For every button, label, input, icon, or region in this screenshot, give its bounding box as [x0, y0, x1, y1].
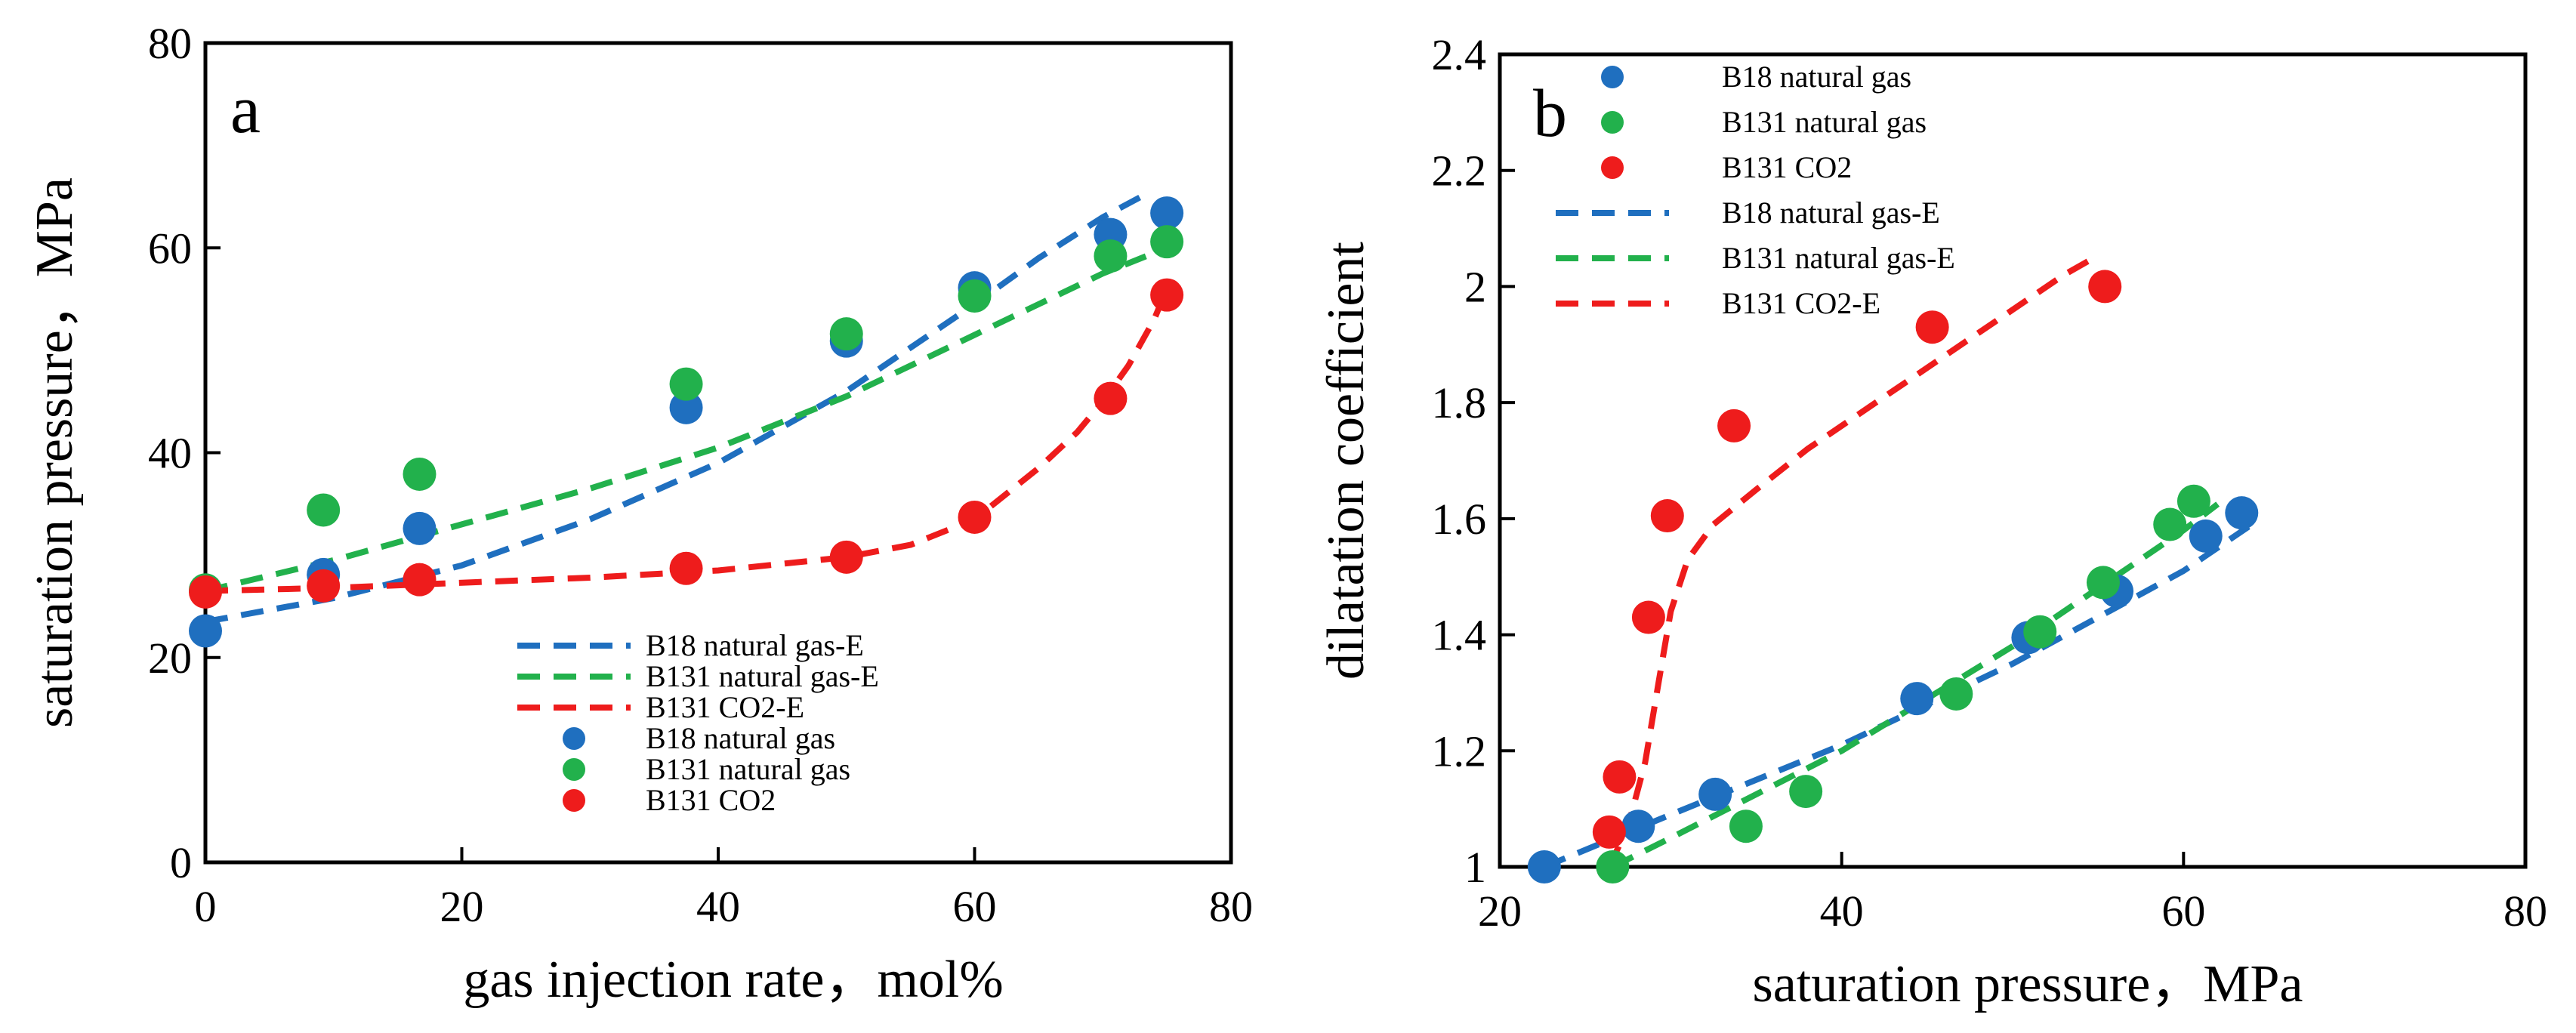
legend-swatch-marker: [1601, 156, 1624, 179]
legend-label: B131 natural gas: [1722, 105, 1927, 139]
data-point: [1621, 809, 1655, 843]
y-tick-label: 2.2: [1432, 146, 1487, 196]
data-point: [1729, 809, 1763, 843]
x-tick-label: 60: [2161, 887, 2205, 936]
legend-label: B131 natural gas: [646, 752, 850, 786]
data-point: [307, 493, 341, 527]
data-point: [2023, 615, 2057, 649]
series-line-4: [1611, 501, 2220, 870]
data-point: [2086, 566, 2120, 600]
data-point: [669, 551, 703, 585]
data-point: [1939, 677, 1973, 711]
legend-label: B131 CO2: [1722, 150, 1852, 184]
y-tick-label: 0: [170, 838, 192, 887]
y-tick-label: 20: [148, 634, 192, 683]
x-tick-label: 20: [1478, 887, 1522, 936]
data-point: [1915, 310, 1949, 344]
data-point: [1150, 278, 1184, 312]
data-point: [829, 317, 863, 351]
data-point: [1150, 196, 1184, 230]
legend-label: B131 CO2-E: [1722, 286, 1880, 320]
data-point: [1592, 815, 1626, 849]
data-point: [2225, 496, 2259, 530]
y-tick-label: 1: [1464, 843, 1486, 892]
legend-swatch-marker: [563, 789, 585, 812]
data-point: [958, 279, 992, 313]
legend-label: B131 CO2: [646, 783, 776, 817]
series-line-0: [205, 193, 1143, 625]
legend-label: B18 natural gas: [1722, 60, 1911, 94]
data-point: [958, 500, 992, 534]
series-line-2: [205, 287, 1170, 594]
data-point: [1527, 850, 1561, 883]
panel-a: 0 20 40 60 80 0 20 40 60 80 gas injection rate，mol…: [26, 19, 1253, 1009]
data-point: [829, 540, 863, 574]
data-point: [403, 563, 437, 597]
legend-label: B131 natural gas-E: [1722, 241, 1955, 275]
plot-frame: [1498, 52, 2528, 869]
data-point: [669, 367, 703, 401]
series-line-5: [1606, 257, 2091, 868]
data-point: [189, 614, 222, 648]
panel-letter: a: [230, 72, 261, 147]
data-point: [1603, 760, 1637, 794]
legend-swatch-marker: [1601, 111, 1624, 134]
y-tick-label: 1.4: [1432, 611, 1487, 660]
x-tick-label: 40: [1820, 887, 1864, 936]
data-point: [1698, 777, 1732, 811]
data-point: [307, 569, 341, 603]
data-point: [669, 390, 703, 424]
y-tick-label: 40: [148, 429, 192, 478]
data-point: [1596, 850, 1630, 883]
y-axis-label: saturation pressure，MPa: [26, 177, 84, 728]
x-tick-label: 40: [696, 882, 740, 931]
data-point: [1900, 682, 1934, 716]
data-point: [2088, 270, 2122, 304]
data-point: [1094, 239, 1128, 273]
x-tick-label: 60: [953, 882, 997, 931]
x-tick-label: 0: [195, 882, 217, 931]
y-tick-label: 1.6: [1432, 495, 1487, 544]
x-tick-label: 80: [2504, 887, 2547, 936]
data-point: [1094, 381, 1128, 415]
legend-label: B131 natural gas-E: [646, 659, 879, 693]
y-tick-label: 60: [148, 224, 192, 273]
x-axis-label: gas injection rate，mol%: [463, 951, 1003, 1009]
series-line-1: [205, 250, 1155, 594]
legend-label: B18 natural gas: [646, 721, 835, 755]
x-tick-label: 80: [1209, 882, 1253, 931]
y-tick-label: 80: [148, 19, 192, 68]
x-tick-label: 20: [440, 882, 484, 931]
data-point: [1150, 225, 1184, 259]
y-tick-label: 2.4: [1432, 30, 1487, 79]
panel-b: 20 40 60 80 1 1.2 1.4 1.6 1.8 2 2.2 2.4 saturation p…: [1317, 30, 2547, 1013]
panel-letter: b: [1533, 76, 1567, 151]
data-point: [403, 457, 437, 491]
data-point: [2176, 484, 2210, 518]
legend-swatch-marker: [563, 758, 585, 781]
y-axis-label: dilatation coefficient: [1317, 242, 1375, 680]
data-point: [1717, 409, 1751, 442]
y-tick-label: 2: [1464, 262, 1486, 311]
data-point: [189, 575, 222, 609]
data-point: [1789, 775, 1823, 809]
legend-swatch-marker: [1601, 66, 1624, 88]
y-tick-label: 1.2: [1432, 726, 1487, 776]
data-point: [2189, 519, 2223, 553]
legend-swatch-marker: [563, 727, 585, 750]
data-point: [403, 511, 437, 545]
x-axis-label: saturation pressure，MPa: [1752, 955, 2303, 1013]
data-point: [1631, 600, 1665, 634]
legend-label: B18 natural gas-E: [646, 628, 864, 662]
data-point: [2153, 507, 2187, 541]
y-tick-label: 1.8: [1432, 378, 1487, 427]
legend-label: B18 natural gas-E: [1722, 196, 1940, 230]
data-point: [1650, 499, 1684, 533]
legend-label: B131 CO2-E: [646, 690, 804, 724]
